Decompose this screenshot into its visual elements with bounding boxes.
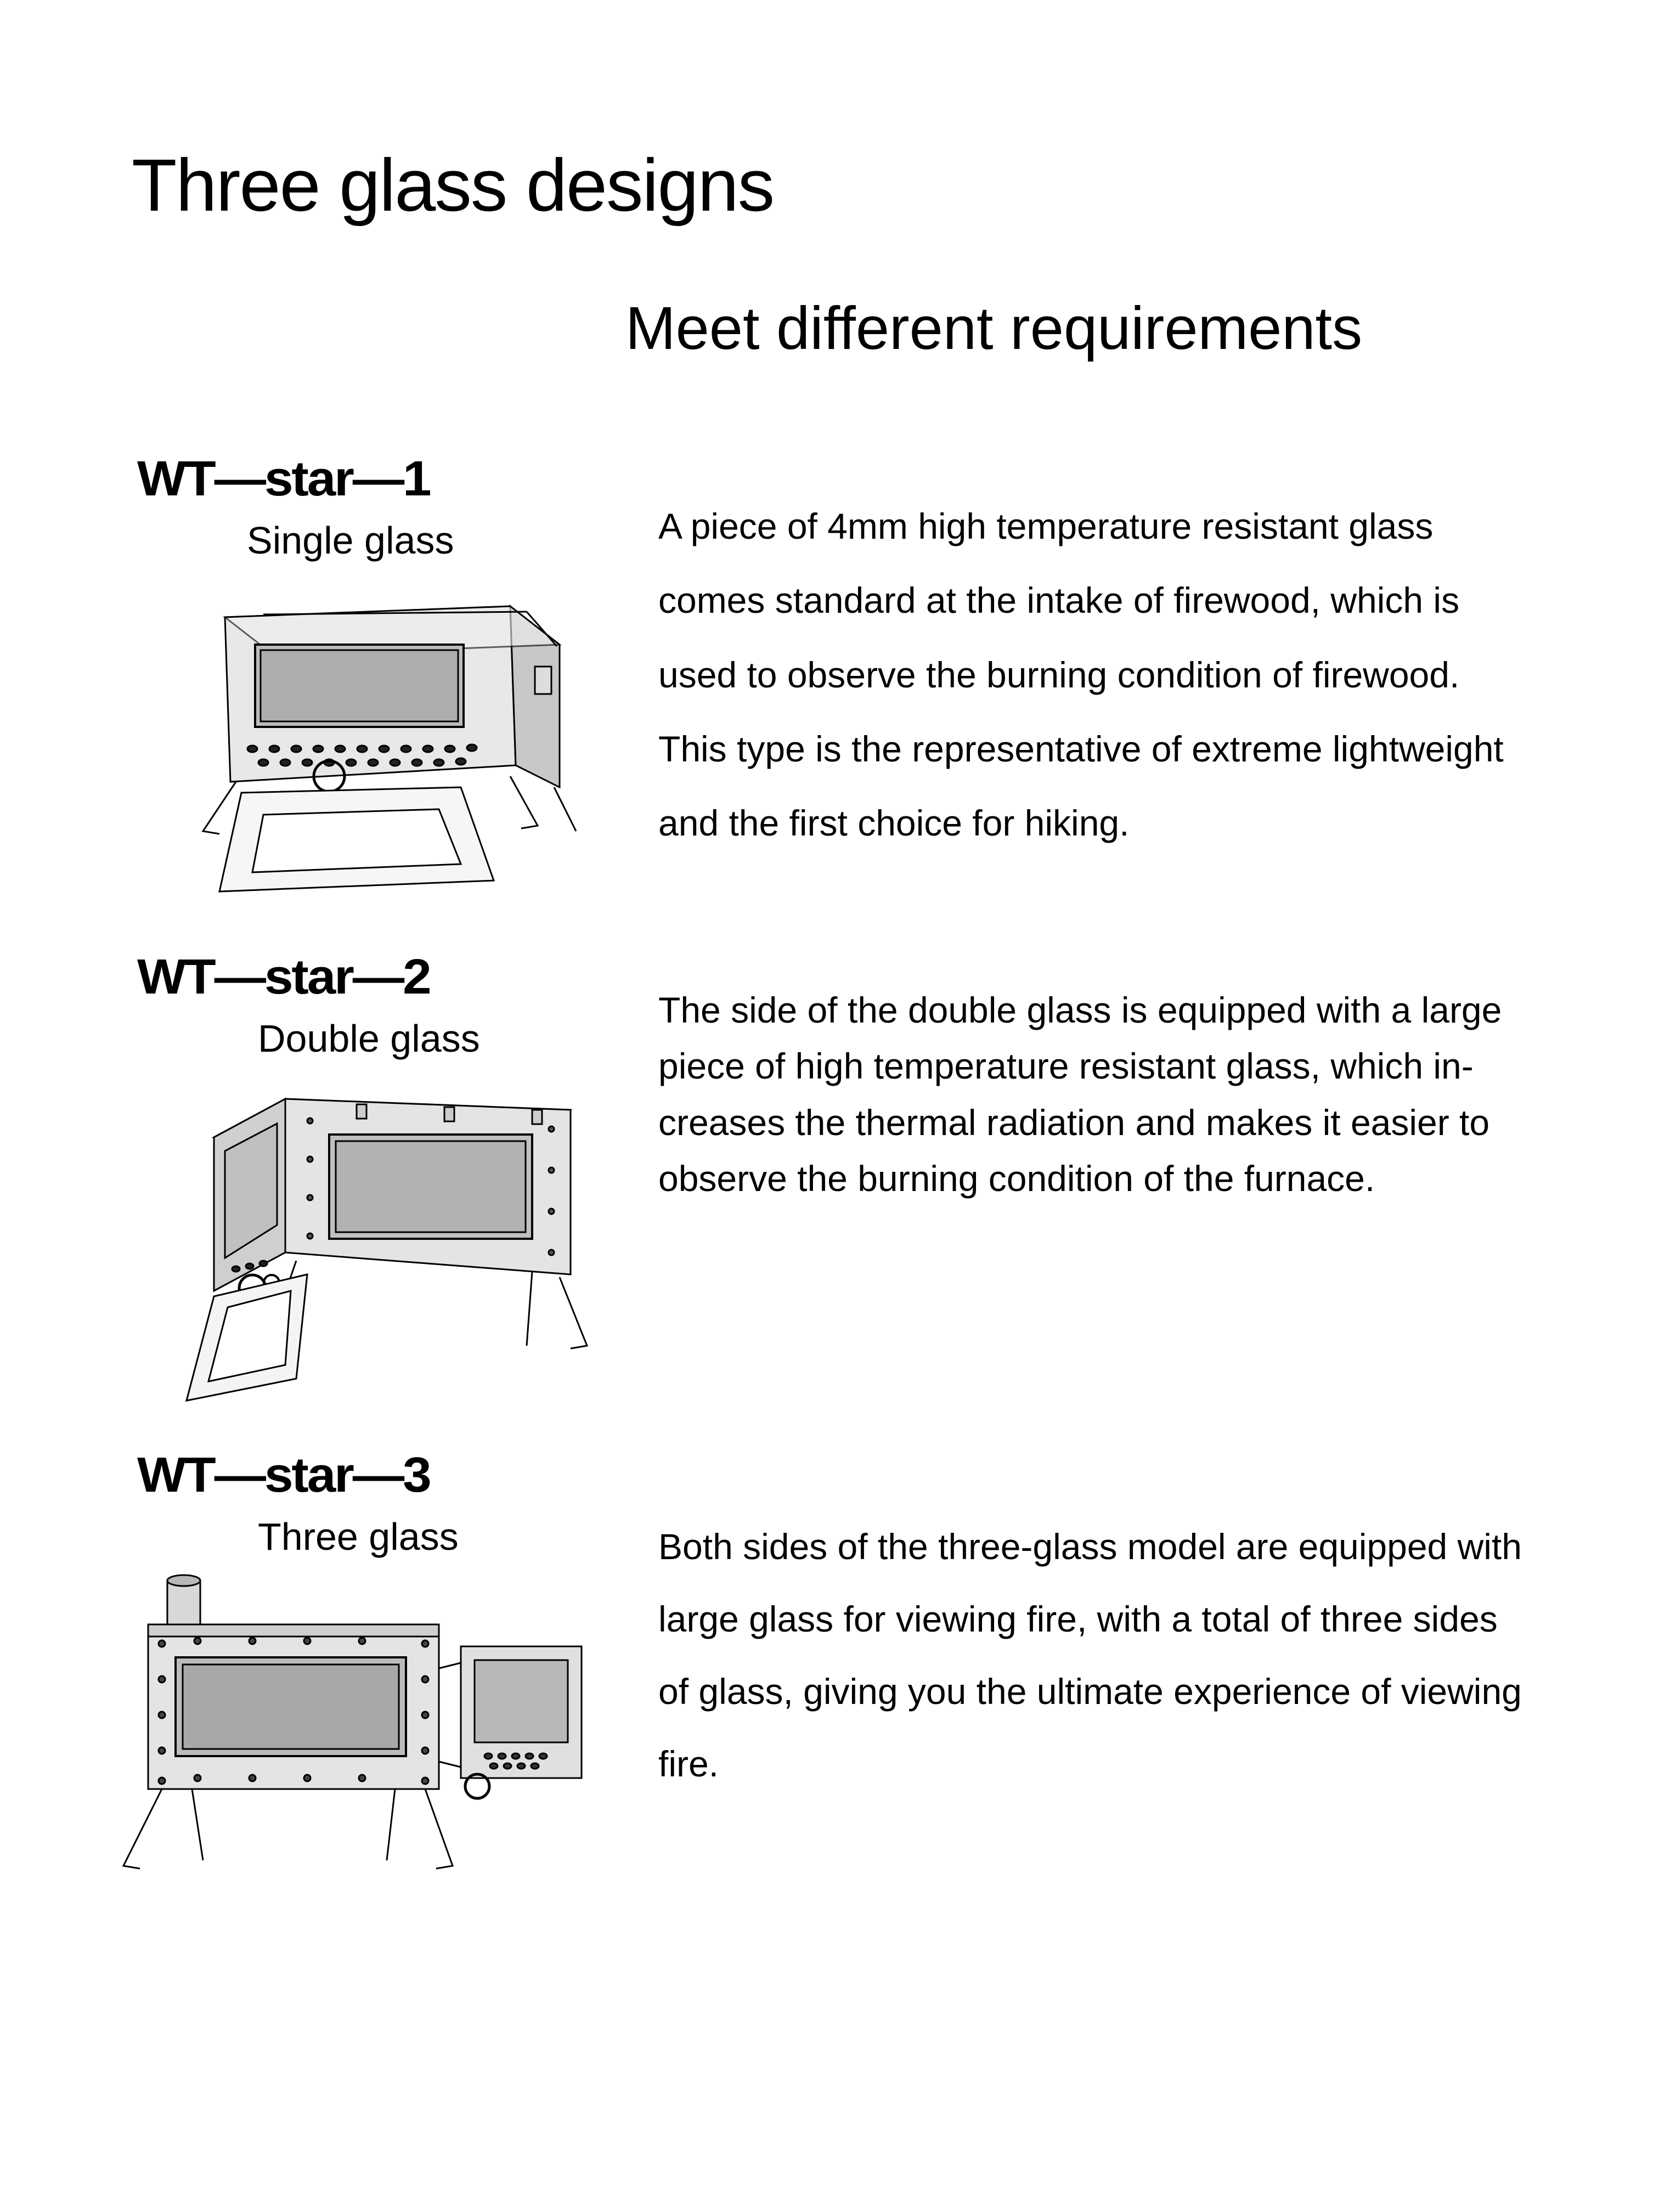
glass-label-1: Single glass (247, 518, 658, 562)
stove-illustration-1 (154, 573, 592, 913)
product-block-1: WT—star—1 Single glass (132, 451, 1527, 916)
model-name-1: WT—star—1 (137, 451, 685, 507)
page-title: Three glass designs (132, 143, 1527, 228)
product-description-3: Both sides of the three-glass model are … (658, 1447, 1527, 1800)
product-block-2: WT—star—2 Double glass (132, 949, 1527, 1414)
product-block-3: WT—star—3 Three glass (132, 1447, 1527, 1880)
stove-illustration-3 (110, 1570, 592, 1877)
glass-label-3: Three glass (258, 1515, 658, 1559)
stove-illustration-2 (154, 1071, 592, 1412)
product-description-2: The side of the double glass is equipped… (658, 949, 1527, 1206)
page-subtitle: Meet different requirements (625, 294, 1527, 363)
glass-label-2: Double glass (258, 1017, 658, 1060)
model-name-3: WT—star—3 (137, 1447, 685, 1504)
product-description-1: A piece of 4mm high temperature resistan… (658, 451, 1527, 860)
model-name-2: WT—star—2 (137, 949, 685, 1006)
